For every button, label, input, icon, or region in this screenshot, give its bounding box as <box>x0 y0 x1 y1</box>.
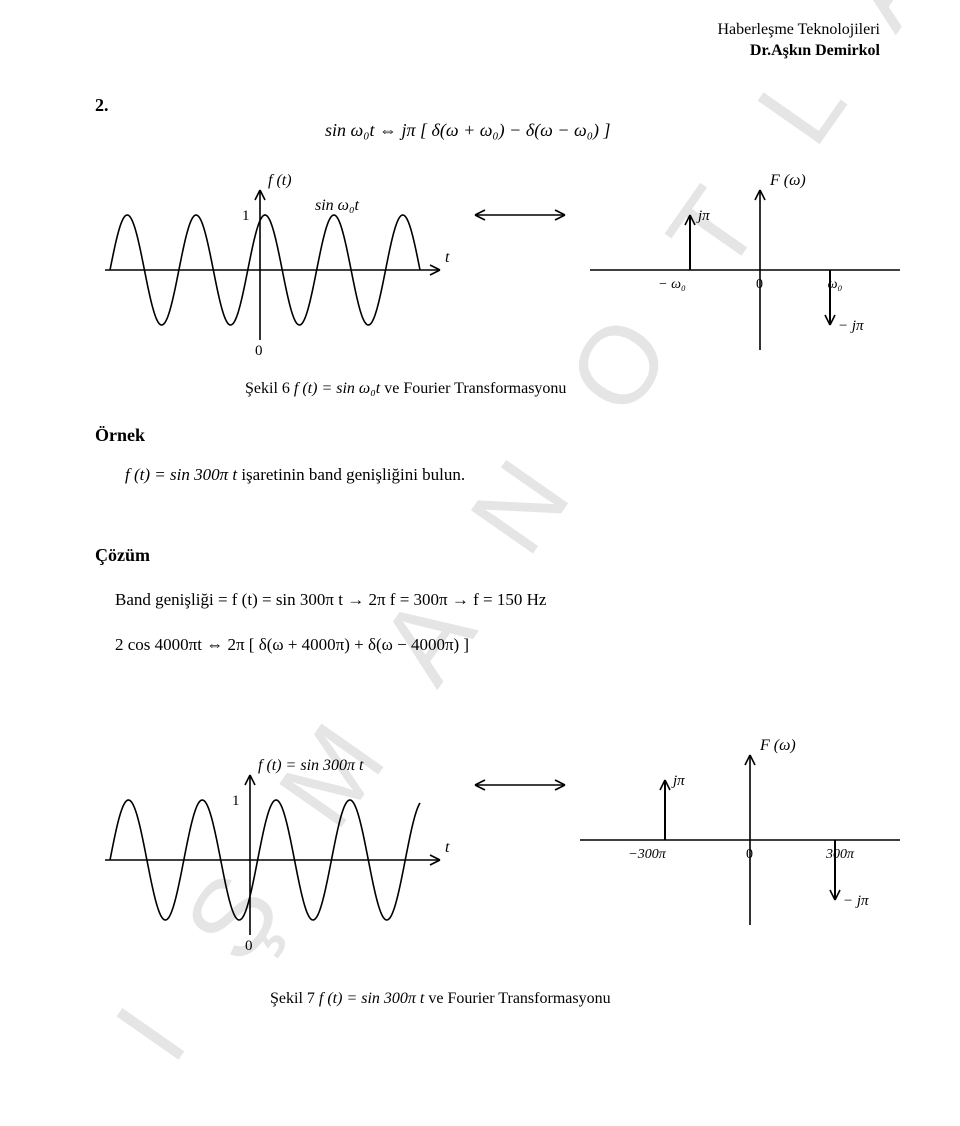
svg-text:− ω₀: − ω₀ <box>658 277 686 292</box>
svg-text:1: 1 <box>242 208 250 224</box>
problem-rest: işaretinin band genişliğini bulun. <box>241 465 465 484</box>
caption7-expr: f (t) = sin 300π t <box>319 990 424 1007</box>
svg-text:0: 0 <box>245 938 253 954</box>
section-number: 2. <box>95 95 109 116</box>
svg-text:0: 0 <box>746 847 753 862</box>
caption6-suffix: ve Fourier Transformasyonu <box>384 380 566 397</box>
figure-7-svg: f (t) = sin 300π t 1 t 0 F (ω) jπ − jπ −300π 0 30… <box>80 690 900 970</box>
svg-text:jπ: jπ <box>671 773 685 789</box>
svg-text:0: 0 <box>255 343 263 359</box>
figure-7-caption: Şekil 7 f (t) = sin 300π t ve Fourier Tr… <box>270 990 611 1008</box>
solution-heading: Çözüm <box>95 545 150 566</box>
svg-text:ω₀: ω₀ <box>828 277 843 292</box>
header-author: Dr.Aşkın Demirkol <box>717 41 880 62</box>
figure-7: f (t) = sin 300π t 1 t 0 F (ω) jπ − jπ −300π 0 30… <box>80 690 900 970</box>
svg-text:1: 1 <box>232 793 240 809</box>
example-heading: Örnek <box>95 425 145 446</box>
svg-text:F (ω): F (ω) <box>759 737 796 754</box>
svg-text:− jπ: − jπ <box>843 893 869 909</box>
svg-text:0: 0 <box>756 277 763 292</box>
svg-text:jπ: jπ <box>696 208 710 224</box>
svg-text:f (t): f (t) <box>268 172 292 189</box>
svg-text:t: t <box>445 249 450 266</box>
figure-6: f (t)sin ω₀t1t0F (ω)jπ− jπ− ω₀0ω₀ω <box>80 160 900 380</box>
svg-text:F (ω): F (ω) <box>769 172 806 189</box>
formula-sin-fourier-pair: sin ω₀t ⇔ jπ [ δ(ω + ω₀) − δ(ω − ω₀) ] <box>325 120 611 141</box>
page-header: Haberleşme Teknolojileri Dr.Aşkın Demirk… <box>717 20 880 62</box>
caption6-expr: f (t) = sin ω₀t <box>294 380 380 397</box>
header-course: Haberleşme Teknolojileri <box>717 20 880 41</box>
figure-6-svg: f (t)sin ω₀t1t0F (ω)jπ− jπ− ω₀0ω₀ω <box>80 160 900 380</box>
svg-text:t: t <box>445 839 450 856</box>
solution-line-1: Band genişliği = f (t) = sin 300π t → 2π… <box>115 590 546 610</box>
solution-line-2: 2 cos 4000πt ⇔ 2π [ δ(ω + 4000π) + δ(ω −… <box>115 635 469 655</box>
caption7-prefix: Şekil 7 <box>270 990 319 1007</box>
problem-expr: f (t) = sin 300π t <box>125 465 237 484</box>
svg-text:sin ω₀t: sin ω₀t <box>315 197 360 214</box>
svg-text:−300π: −300π <box>628 847 666 862</box>
svg-text:f (t) = sin 300π t: f (t) = sin 300π t <box>258 757 364 774</box>
figure-6-caption: Şekil 6 f (t) = sin ω₀t ve Fourier Trans… <box>245 380 566 398</box>
svg-text:300π: 300π <box>825 847 855 862</box>
svg-text:− jπ: − jπ <box>838 318 864 334</box>
caption7-suffix: ve Fourier Transformasyonu <box>428 990 610 1007</box>
example-problem: f (t) = sin 300π t işaretinin band geniş… <box>125 465 465 485</box>
caption6-prefix: Şekil 6 <box>245 380 294 397</box>
